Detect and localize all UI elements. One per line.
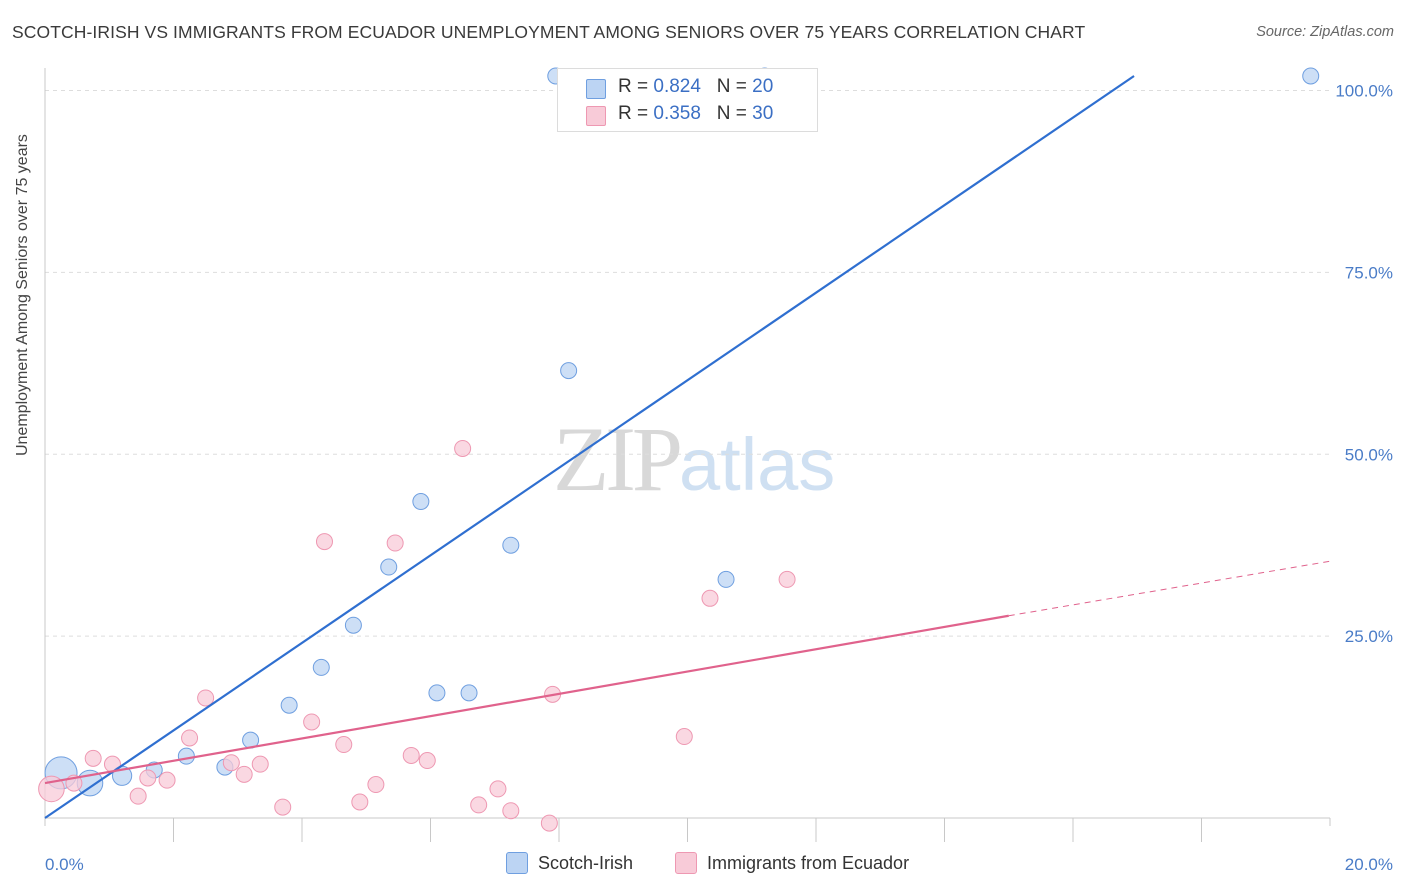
trendline-dashed-ecuador xyxy=(1008,560,1331,617)
point-ecuador-2 xyxy=(84,749,102,767)
y-tick-label-1: 50.0% xyxy=(1345,445,1393,464)
point-ecuador-5 xyxy=(139,769,157,787)
point-ecuador-21 xyxy=(454,439,472,457)
point-scotch-irish-9 xyxy=(344,616,362,634)
chart-source: Source: ZipAtlas.com xyxy=(1256,24,1394,40)
legend-text-scotch-irish: R = 0.824 N = 20 xyxy=(618,76,774,97)
point-scotch-irish-8 xyxy=(312,658,330,676)
point-ecuador-23 xyxy=(489,780,507,798)
legend-text-ecuador: R = 0.358 N = 30 xyxy=(618,103,774,124)
point-ecuador-9 xyxy=(222,754,240,772)
point-ecuador-13 xyxy=(303,713,321,731)
point-ecuador-6 xyxy=(158,771,176,789)
point-scotch-irish-19 xyxy=(1302,67,1320,85)
point-ecuador-11 xyxy=(251,755,269,773)
point-ecuador-24 xyxy=(502,802,520,820)
series-swatch-ecuador xyxy=(675,852,697,874)
point-ecuador-14 xyxy=(315,533,333,551)
point-scotch-irish-16 xyxy=(717,570,735,588)
watermark: ZIPatlas xyxy=(553,406,835,512)
point-ecuador-7 xyxy=(181,729,199,747)
point-scotch-irish-7 xyxy=(280,696,298,714)
point-ecuador-27 xyxy=(675,728,693,746)
point-ecuador-18 xyxy=(386,534,404,552)
x-tick-label-1: 20.0% xyxy=(1345,855,1393,874)
trendline-ecuador xyxy=(44,614,1009,785)
x-tick-label-0: 0.0% xyxy=(45,855,84,874)
y-tick-label-2: 75.0% xyxy=(1345,263,1393,282)
point-ecuador-8 xyxy=(197,689,215,707)
correlation-legend: R = 0.824 N = 20 R = 0.358 N = 30 xyxy=(557,68,818,132)
series-label-scotch-irish: Scotch-Irish xyxy=(538,853,634,873)
y-axis-label: Unemployment Among Seniors over 75 years xyxy=(14,134,31,456)
legend-swatch-ecuador xyxy=(586,106,606,126)
point-ecuador-17 xyxy=(367,776,385,794)
point-ecuador-12 xyxy=(274,798,292,816)
point-ecuador-19 xyxy=(402,746,420,764)
point-ecuador-15 xyxy=(335,736,353,754)
point-scotch-irish-12 xyxy=(428,684,446,702)
point-scotch-irish-10 xyxy=(380,558,398,576)
point-ecuador-4 xyxy=(129,787,147,805)
point-ecuador-28 xyxy=(701,589,719,607)
y-tick-label-0: 25.0% xyxy=(1345,627,1393,646)
legend-swatch-scotch-irish xyxy=(586,79,606,99)
point-ecuador-10 xyxy=(235,765,253,783)
point-scotch-irish-15 xyxy=(560,362,578,380)
series-swatch-scotch-irish xyxy=(506,852,528,874)
trendline-scotch-irish xyxy=(44,75,1135,819)
watermark-zip: ZIP xyxy=(553,408,683,510)
watermark-atlas: atlas xyxy=(679,423,836,506)
point-ecuador-16 xyxy=(351,793,369,811)
series-label-ecuador: Immigrants from Ecuador xyxy=(707,853,910,873)
chart-title: SCOTCH-IRISH VS IMMIGRANTS FROM ECUADOR … xyxy=(12,22,1086,42)
point-ecuador-25 xyxy=(540,814,558,832)
point-ecuador-29 xyxy=(778,570,796,588)
point-scotch-irish-11 xyxy=(412,493,430,511)
point-ecuador-22 xyxy=(470,796,488,814)
point-scotch-irish-14 xyxy=(502,536,520,554)
y-tick-label-3: 100.0% xyxy=(1335,82,1393,101)
point-scotch-irish-13 xyxy=(460,684,478,702)
point-scotch-irish-4 xyxy=(177,747,195,765)
point-ecuador-20 xyxy=(418,752,436,770)
